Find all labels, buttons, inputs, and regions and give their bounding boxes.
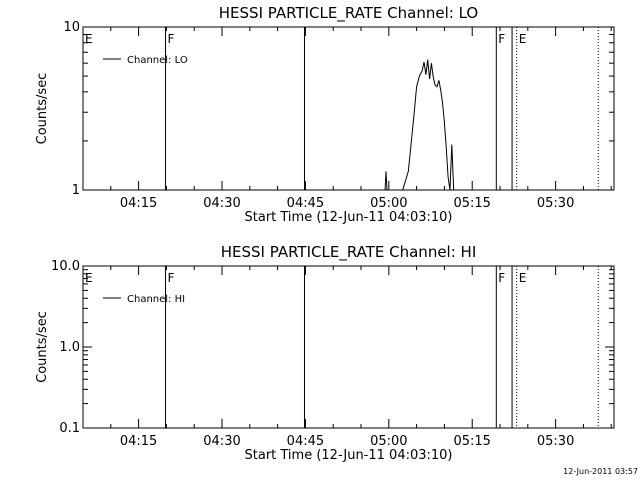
- x-tick-label: 04:45: [287, 434, 324, 449]
- series-line: [381, 59, 456, 191]
- y-tick-label: 1.0: [59, 340, 80, 355]
- plot-frame: [82, 265, 615, 429]
- event-marker-label: F: [167, 32, 174, 46]
- event-marker-label: F: [498, 271, 505, 285]
- y-tick-label: 10: [63, 20, 80, 35]
- footer-timestamp: 12-Jun-2011 03:57: [563, 467, 638, 476]
- event-marker-label: F: [498, 32, 505, 46]
- x-tick-label: 04:30: [203, 196, 240, 211]
- x-tick-label: 05:30: [537, 196, 574, 211]
- event-marker-label: E: [519, 32, 527, 46]
- legend-label: Channel: HI: [127, 294, 185, 305]
- x-axis-label: Start Time (12-Jun-11 04:03:10): [245, 448, 453, 463]
- legend-label: Channel: LO: [127, 55, 188, 66]
- plot-frame: [82, 26, 615, 191]
- x-tick-label: 05:15: [453, 196, 490, 211]
- y-tick-label: 1: [72, 183, 80, 198]
- x-tick-label: 05:30: [537, 434, 574, 449]
- x-tick-label: 04:45: [287, 196, 324, 211]
- event-marker-label: E: [85, 271, 93, 285]
- x-tick-label: 05:00: [370, 434, 407, 449]
- chart-title: HESSI PARTICLE_RATE Channel: HI: [221, 243, 477, 262]
- event-marker-label: E: [519, 271, 527, 285]
- y-axis-label: Counts/sec: [35, 73, 50, 145]
- y-tick-label: 0.1: [59, 421, 80, 436]
- x-axis-label: Start Time (12-Jun-11 04:03:10): [245, 210, 453, 225]
- x-tick-label: 04:15: [120, 196, 157, 211]
- x-tick-label: 04:15: [120, 434, 157, 449]
- event-marker-label: F: [167, 271, 174, 285]
- y-tick-label: 10.0: [51, 259, 80, 274]
- chart-title: HESSI PARTICLE_RATE Channel: LO: [219, 4, 478, 23]
- x-tick-label: 05:15: [453, 434, 490, 449]
- event-marker-label: E: [85, 32, 93, 46]
- x-tick-label: 05:00: [370, 196, 407, 211]
- y-axis-label: Counts/sec: [35, 311, 50, 383]
- x-tick-label: 04:30: [203, 434, 240, 449]
